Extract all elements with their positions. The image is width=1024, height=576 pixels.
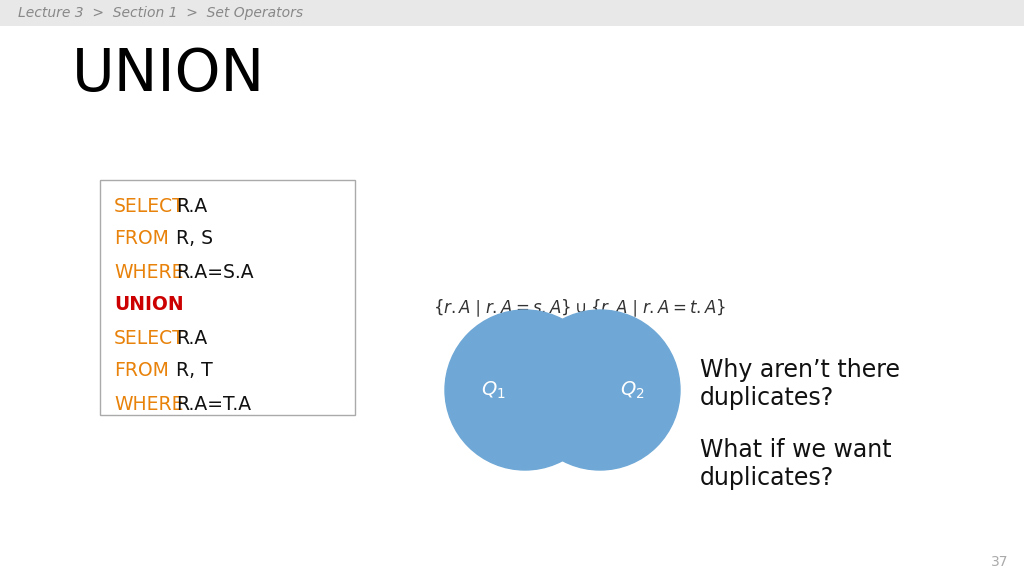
Text: R.A: R.A [176,196,207,215]
Text: R.A: R.A [176,328,207,347]
Text: SELECT: SELECT [114,196,184,215]
Text: duplicates?: duplicates? [700,386,835,410]
Text: SELECT: SELECT [114,328,184,347]
Text: R.A=T.A: R.A=T.A [176,395,251,414]
Text: WHERE: WHERE [114,395,183,414]
Text: $Q_1$: $Q_1$ [480,380,506,401]
Text: R.A=S.A: R.A=S.A [176,263,254,282]
FancyBboxPatch shape [0,0,1024,26]
Text: UNION: UNION [114,295,183,314]
Text: Lecture 3  >  Section 1  >  Set Operators: Lecture 3 > Section 1 > Set Operators [18,6,303,20]
Text: UNION: UNION [72,47,265,104]
Text: $\{r.A \mid r.A = s.A\} \cup \{r.A \mid r.A = t.A\}$: $\{r.A \mid r.A = s.A\} \cup \{r.A \mid … [433,297,726,319]
Text: FROM: FROM [114,362,169,381]
Text: duplicates?: duplicates? [700,466,835,490]
Text: WHERE: WHERE [114,263,183,282]
Text: Why aren’t there: Why aren’t there [700,358,900,382]
Text: $Q_2$: $Q_2$ [620,380,644,401]
Text: What if we want: What if we want [700,438,892,462]
FancyBboxPatch shape [100,180,355,415]
Text: 37: 37 [991,555,1009,569]
Text: R, S: R, S [176,229,213,248]
Text: FROM: FROM [114,229,169,248]
Circle shape [445,310,605,470]
Text: R, T: R, T [176,362,213,381]
Circle shape [520,310,680,470]
